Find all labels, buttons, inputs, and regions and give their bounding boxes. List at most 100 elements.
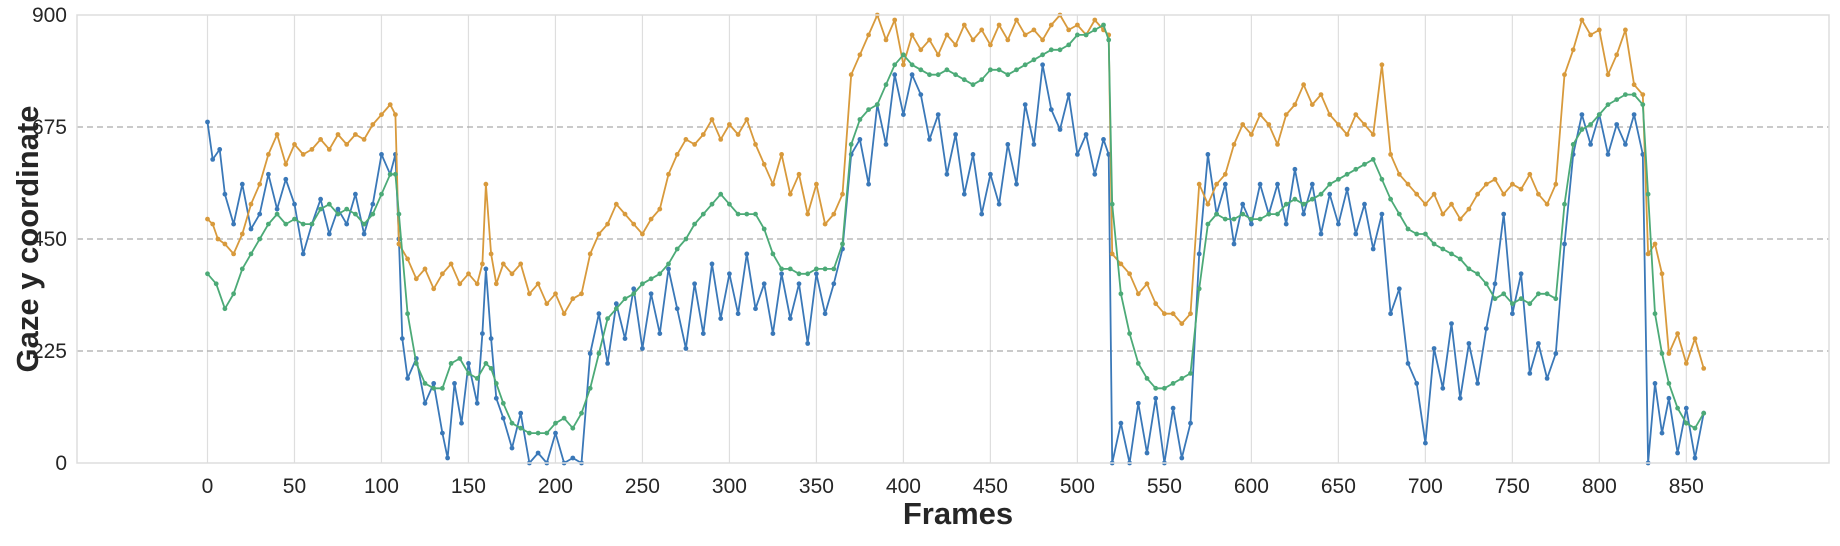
data-point [796, 271, 802, 277]
data-point [1057, 47, 1063, 53]
data-point [318, 137, 323, 142]
data-point [961, 77, 967, 83]
data-point [1318, 92, 1324, 97]
data-point [927, 72, 932, 78]
data-point [1075, 32, 1080, 38]
data-point [1536, 191, 1541, 197]
data-point [1106, 37, 1112, 43]
data-point [631, 291, 637, 297]
data-point [257, 211, 263, 217]
data-point [1222, 181, 1228, 187]
data-point [857, 52, 863, 58]
data-point [1118, 291, 1124, 297]
data-point [1144, 376, 1150, 381]
data-point [944, 171, 950, 177]
data-point [1362, 122, 1367, 127]
data-point [1066, 27, 1072, 33]
data-point [953, 72, 958, 78]
data-point [483, 361, 489, 366]
data-point [1022, 102, 1028, 107]
data-point [1353, 112, 1359, 117]
data-point [1379, 211, 1385, 217]
data-point [657, 206, 663, 212]
data-point [361, 221, 367, 227]
x-tick-label: 450 [973, 475, 1008, 498]
data-point [1249, 221, 1254, 227]
data-point [1510, 311, 1515, 317]
data-point [205, 119, 210, 125]
data-point [648, 216, 654, 222]
data-point [744, 211, 750, 217]
data-point [440, 385, 445, 391]
data-point [1344, 186, 1350, 192]
data-point [396, 241, 402, 247]
data-point [1266, 122, 1272, 127]
data-point [1623, 92, 1628, 97]
data-point [1457, 395, 1463, 401]
data-point [1022, 62, 1028, 68]
data-point [1423, 201, 1428, 207]
data-point [605, 221, 610, 227]
data-point [814, 266, 819, 272]
data-point [1449, 201, 1454, 207]
data-point [544, 301, 550, 307]
data-point [353, 132, 358, 137]
data-point [561, 415, 567, 421]
y-tick-label: 900 [32, 4, 67, 27]
data-point [1652, 311, 1658, 317]
data-point [1170, 381, 1176, 386]
data-point [613, 301, 619, 307]
data-point [518, 425, 524, 431]
data-point [1527, 171, 1533, 177]
data-point [1659, 351, 1665, 356]
data-point [1457, 216, 1463, 222]
data-point [1318, 231, 1324, 237]
data-point [1475, 381, 1480, 386]
data-point [631, 286, 637, 292]
data-point [1135, 400, 1141, 406]
data-point [1127, 271, 1132, 277]
data-point [1510, 181, 1515, 187]
data-point [1214, 181, 1219, 187]
data-point [570, 425, 576, 431]
x-tick-label: 850 [1669, 475, 1704, 498]
data-point [1257, 112, 1263, 117]
data-point [866, 32, 871, 38]
data-point [1562, 72, 1567, 78]
data-point [1344, 132, 1350, 137]
data-point [205, 216, 210, 222]
data-point [640, 346, 645, 351]
data-point [935, 52, 941, 58]
data-point [1379, 176, 1385, 182]
data-point [1362, 161, 1367, 167]
data-point [892, 17, 898, 23]
x-tick-label: 50 [283, 475, 306, 498]
data-point [239, 231, 245, 237]
data-point [405, 376, 410, 381]
data-point [1292, 166, 1298, 172]
data-point [1162, 385, 1167, 391]
data-point [1457, 256, 1463, 262]
data-point [1414, 191, 1420, 197]
data-point [779, 271, 784, 277]
data-point [727, 122, 732, 127]
data-point [326, 231, 332, 237]
data-point [215, 236, 221, 242]
x-tick-label: 0 [202, 475, 214, 498]
data-point [213, 281, 219, 287]
data-point [918, 92, 924, 97]
data-point [587, 251, 593, 257]
data-point [1275, 181, 1280, 187]
data-point [1214, 211, 1219, 217]
data-point [1014, 181, 1019, 187]
data-point [1353, 166, 1359, 172]
data-point [283, 161, 289, 167]
data-point [622, 336, 628, 341]
data-point [379, 112, 384, 117]
data-point [399, 336, 405, 341]
data-point [735, 311, 741, 317]
data-point [483, 181, 489, 187]
data-point [393, 112, 398, 117]
data-point [335, 132, 341, 137]
data-point [709, 117, 715, 122]
